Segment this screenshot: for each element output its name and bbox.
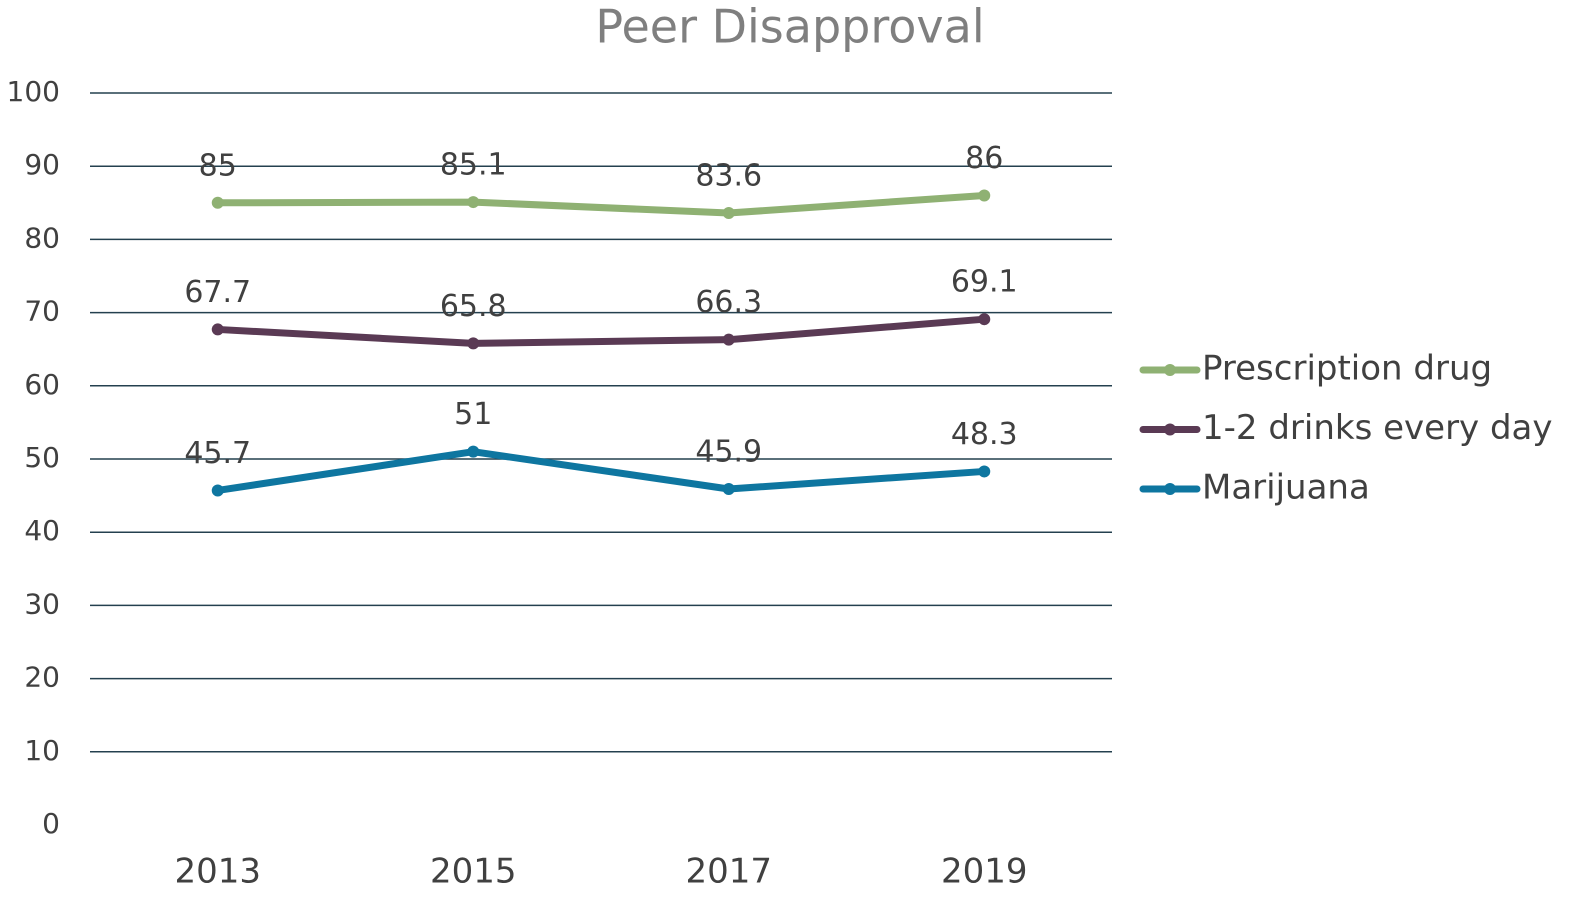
data-label: 85.1: [440, 148, 507, 183]
data-point: [978, 189, 991, 202]
y-tick-label: 10: [24, 734, 60, 767]
data-point: [978, 313, 991, 326]
series-line: [214, 191, 988, 217]
data-label: 65.8: [440, 289, 507, 324]
data-label: 83.6: [695, 159, 762, 194]
data-point: [467, 445, 480, 458]
data-point: [722, 333, 735, 346]
data-point: [722, 207, 735, 220]
y-tick-label: 80: [24, 221, 60, 254]
y-tick-label: 60: [24, 368, 60, 401]
series-line: [214, 315, 988, 347]
legend-label: Marijuana: [1202, 468, 1370, 508]
y-tick-label: 0: [42, 807, 60, 840]
legend-label: Prescription drug: [1202, 349, 1492, 389]
data-label: 67.7: [184, 275, 251, 310]
series-line: [214, 448, 988, 494]
data-label: 69.1: [951, 265, 1018, 300]
y-tick-label: 40: [24, 514, 60, 547]
y-tick-label: 90: [24, 148, 60, 181]
y-tick-label: 100: [7, 75, 60, 108]
data-label: 45.7: [184, 436, 251, 471]
data-label: 48.3: [951, 417, 1018, 452]
y-tick-label: 30: [24, 587, 60, 620]
data-label: 85: [199, 148, 237, 183]
x-tick-label: 2013: [174, 852, 261, 892]
data-point: [978, 465, 991, 478]
x-tick-label: 2015: [430, 852, 517, 892]
data-point: [467, 196, 480, 209]
data-label: 66.3: [695, 285, 762, 320]
data-point: [211, 484, 224, 497]
y-tick-label: 20: [24, 661, 60, 694]
legend-marker: [1164, 364, 1176, 376]
data-label: 51: [454, 397, 492, 432]
data-point: [467, 337, 480, 350]
y-tick-label: 50: [24, 441, 60, 474]
data-label: 45.9: [695, 435, 762, 470]
legend-marker: [1164, 423, 1176, 436]
data-point: [722, 483, 735, 496]
data-label: 86: [965, 141, 1003, 176]
y-tick-label: 70: [24, 295, 60, 328]
legend-marker: [1164, 483, 1176, 495]
data-point: [211, 323, 224, 336]
legend-label: 1-2 drinks every day: [1202, 408, 1553, 448]
x-tick-label: 2019: [941, 852, 1028, 892]
data-point: [211, 196, 224, 209]
chart-title: Peer Disapproval: [595, 0, 984, 54]
x-tick-label: 2017: [685, 852, 772, 892]
